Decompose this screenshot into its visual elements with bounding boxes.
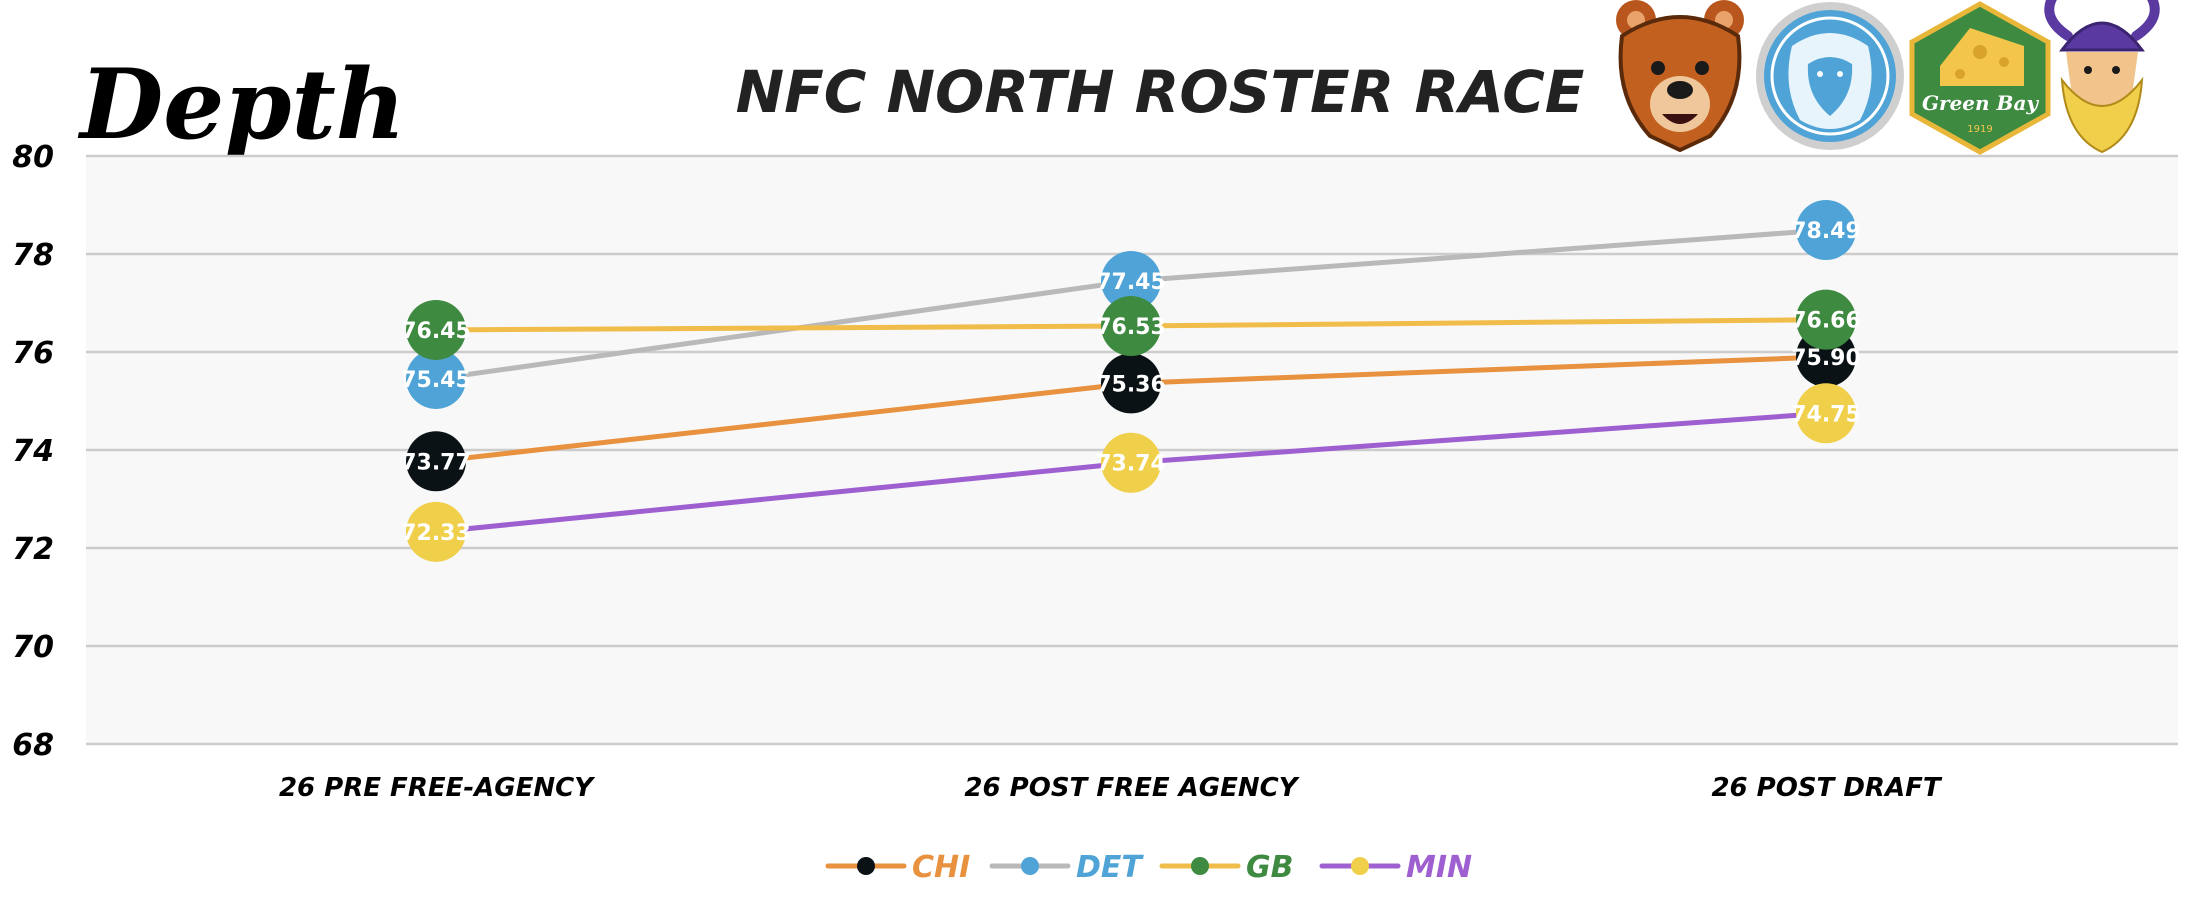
data-point-marker xyxy=(406,348,466,409)
legend-label: MIN xyxy=(1406,850,1472,885)
data-label: 76.53 xyxy=(1096,315,1166,340)
depth-logo-text: Depth xyxy=(77,48,406,161)
x-tick-label: 26 PRE FREE-AGENCY xyxy=(279,773,596,803)
data-point-marker xyxy=(1796,289,1856,350)
legend-marker-swatch xyxy=(857,857,875,875)
data-point-marker xyxy=(1101,353,1161,414)
data-point-min: 72.33 xyxy=(401,501,471,562)
data-label: 75.36 xyxy=(1096,372,1166,397)
legend-marker-swatch xyxy=(1191,857,1209,875)
y-tick-label: 78 xyxy=(12,238,54,273)
data-point-marker xyxy=(1796,199,1856,260)
viking-icon xyxy=(2044,0,2160,154)
lion-icon xyxy=(1756,2,1904,150)
series-points: 73.77 75.36 75.90 75.45 77.45 78.49 76.45 76.53… xyxy=(401,199,1861,562)
depth-logo-stripes-icon xyxy=(161,22,225,68)
data-point-det: 75.45 xyxy=(401,348,471,409)
legend-item-chi: CHI xyxy=(825,850,970,885)
legend-item-min: MIN xyxy=(1319,850,1472,885)
data-label: 75.90 xyxy=(1791,346,1861,371)
data-point-gb: 76.53 xyxy=(1096,296,1166,357)
data-point-min: 73.74 xyxy=(1096,432,1166,493)
y-tick-label: 74 xyxy=(12,434,54,469)
x-axis-ticks: 26 PRE FREE-AGENCY 26 POST FREE AGENCY 26 … xyxy=(279,773,1943,803)
data-label: 73.77 xyxy=(401,450,471,475)
data-point-marker xyxy=(1796,383,1856,444)
x-tick-label: 26 POST FREE AGENCY xyxy=(964,773,1300,803)
y-tick-label: 70 xyxy=(12,630,54,665)
data-point-chi: 73.77 xyxy=(401,431,471,492)
data-label: 75.45 xyxy=(401,368,471,393)
legend-item-gb: GB xyxy=(1159,850,1294,885)
data-point-chi: 75.36 xyxy=(1096,353,1166,414)
data-point-marker xyxy=(1101,296,1161,357)
data-point-det: 78.49 xyxy=(1791,199,1861,260)
data-point-det: 77.45 xyxy=(1096,250,1166,311)
data-point-marker xyxy=(406,299,466,360)
y-tick-label: 76 xyxy=(12,336,54,371)
team-logos: Green Bay 1919 xyxy=(1616,0,2160,155)
green-bay-logo-year: 1919 xyxy=(1967,124,1992,135)
chart-title: NFC NORTH ROSTER RACE xyxy=(736,58,1585,126)
y-tick-label: 80 xyxy=(12,140,54,175)
data-label: 78.49 xyxy=(1791,219,1861,244)
y-tick-label: 68 xyxy=(12,728,54,763)
green-bay-logo-text: Green Bay xyxy=(1922,91,2039,115)
data-label: 76.45 xyxy=(401,319,471,344)
y-axis-ticks: 68 70 72 74 76 78 80 xyxy=(12,140,54,763)
data-point-marker xyxy=(1101,432,1161,493)
x-tick-label: 26 POST DRAFT xyxy=(1711,773,1942,803)
data-label: 73.74 xyxy=(1096,452,1166,477)
legend-item-det: DET xyxy=(989,850,1144,885)
y-tick-label: 72 xyxy=(12,532,54,567)
legend-label: CHI xyxy=(912,850,970,885)
data-label: 76.66 xyxy=(1791,309,1861,334)
data-label: 72.33 xyxy=(401,521,471,546)
data-point-marker xyxy=(406,431,466,492)
legend-label: GB xyxy=(1246,850,1294,885)
data-point-gb: 76.66 xyxy=(1791,289,1861,350)
cheese-icon: Green Bay 1919 xyxy=(1909,1,2051,155)
data-point-min: 74.75 xyxy=(1791,383,1861,444)
data-point-gb: 76.45 xyxy=(401,299,471,360)
data-label: 74.75 xyxy=(1791,402,1861,427)
data-point-marker xyxy=(406,501,466,562)
data-point-marker xyxy=(1101,250,1161,311)
legend-marker-swatch xyxy=(1351,857,1369,875)
data-label: 77.45 xyxy=(1096,270,1166,295)
legend: CHI DET GB MIN xyxy=(825,850,1472,885)
legend-marker-swatch xyxy=(1021,857,1039,875)
depth-logo: Depth xyxy=(77,22,406,161)
bear-icon xyxy=(1616,0,1744,153)
legend-label: DET xyxy=(1076,850,1144,885)
